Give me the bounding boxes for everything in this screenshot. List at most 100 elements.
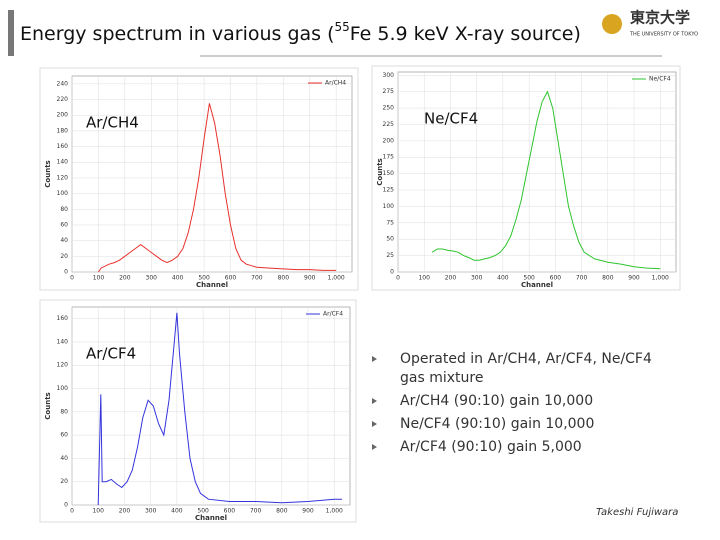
x-tick-label: 400: [171, 508, 183, 515]
plot-area: [71, 75, 353, 273]
x-tick-label: 100: [92, 508, 104, 515]
y-tick-label: 160: [57, 315, 69, 322]
logo-name: 東京大学: [630, 9, 690, 27]
y-tick-label: 180: [57, 127, 69, 134]
y-tick-label: 200: [383, 137, 395, 144]
x-tick-label: 400: [172, 275, 184, 282]
x-tick-label: 500: [197, 508, 209, 515]
title-part: Energy spectrum in various gas (: [20, 23, 335, 45]
y-tick-label: 220: [57, 96, 69, 103]
x-tick-label: 100: [93, 275, 105, 282]
y-tick-label: 150: [383, 170, 395, 177]
x-tick-label: 600: [225, 275, 237, 282]
y-tick-label: 0: [64, 269, 68, 276]
legend-label: Ar/CF4: [323, 311, 343, 318]
x-tick-label: 700: [250, 508, 262, 515]
y-tick-label: 0: [64, 502, 68, 509]
x-axis-label: Channel: [195, 514, 227, 522]
chart-annotation: Ar/CF4: [86, 345, 136, 363]
x-tick-label: 700: [576, 275, 588, 282]
y-tick-label: 140: [57, 338, 69, 345]
bullet-list: Operated in Ar/CH4, Ar/CF4, Ne/CF4 gas m…: [372, 350, 662, 461]
y-tick-label: 20: [60, 253, 68, 260]
x-tick-label: 200: [445, 275, 457, 282]
x-tick-label: 600: [224, 508, 236, 515]
chart-annotation: Ne/CF4: [424, 110, 478, 128]
x-tick-label: 0: [70, 508, 74, 515]
x-tick-label: 100: [418, 275, 430, 282]
x-tick-label: 300: [146, 275, 158, 282]
x-tick-label: 200: [119, 275, 131, 282]
y-tick-label: 100: [383, 203, 395, 210]
bullet: Ne/CF4 (90:10) gain 10,000: [372, 415, 662, 434]
logo-sub: THE UNIVERSITY OF TOKYO: [629, 32, 698, 38]
x-tick-label: 1,000: [652, 275, 669, 282]
y-tick-label: 240: [57, 80, 69, 87]
title-sup: 55: [335, 20, 350, 34]
y-tick-label: 50: [386, 236, 394, 243]
x-tick-label: 200: [119, 508, 131, 515]
y-tick-label: 40: [60, 237, 68, 244]
y-axis-label: Counts: [44, 160, 52, 187]
bullet: Ar/CF4 (90:10) gain 5,000: [372, 438, 662, 457]
logo-icon: [602, 14, 622, 34]
y-tick-label: 100: [57, 190, 69, 197]
plot-area: [71, 306, 351, 506]
bullet: Operated in Ar/CH4, Ar/CF4, Ne/CF4 gas m…: [372, 350, 662, 388]
y-tick-label: 120: [57, 174, 69, 181]
series-line: [97, 312, 343, 506]
x-tick-label: 0: [396, 275, 400, 282]
y-tick-label: 250: [383, 105, 395, 112]
x-tick-label: 900: [302, 508, 314, 515]
x-tick-label: 300: [145, 508, 157, 515]
y-tick-label: 160: [57, 143, 69, 150]
legend-label: Ar/CH4: [325, 80, 346, 87]
y-axis-label: Counts: [44, 392, 52, 419]
y-tick-label: 80: [60, 206, 68, 213]
x-tick-label: 800: [276, 508, 288, 515]
series-line: [431, 90, 661, 270]
bullet: Ar/CH4 (90:10) gain 10,000: [372, 392, 662, 411]
x-tick-label: 800: [602, 275, 614, 282]
series-line: [97, 103, 337, 273]
x-tick-label: 0: [70, 275, 74, 282]
y-tick-label: 60: [60, 432, 68, 439]
y-tick-label: 275: [383, 88, 395, 95]
author: Takeshi Fujiwara: [596, 507, 679, 518]
plot-area: [397, 71, 677, 273]
x-tick-label: 900: [628, 275, 640, 282]
x-tick-label: 1,000: [326, 508, 343, 515]
x-tick-label: 400: [497, 275, 509, 282]
x-tick-label: 900: [304, 275, 316, 282]
y-tick-label: 175: [383, 154, 395, 161]
y-tick-label: 80: [60, 408, 68, 415]
y-tick-label: 40: [60, 455, 68, 462]
x-tick-label: 700: [251, 275, 263, 282]
x-axis-label: Channel: [521, 281, 553, 289]
accent-bar: [8, 10, 14, 56]
y-tick-label: 300: [383, 72, 395, 79]
legend-label: Ne/CF4: [649, 76, 671, 83]
y-tick-label: 100: [57, 385, 69, 392]
y-tick-label: 0: [390, 269, 394, 276]
chart-annotation: Ar/CH4: [86, 114, 139, 132]
y-tick-label: 20: [60, 478, 68, 485]
x-tick-label: 500: [523, 275, 535, 282]
x-tick-label: 500: [198, 275, 210, 282]
y-axis-label: Counts: [376, 158, 384, 185]
y-tick-label: 125: [383, 187, 395, 194]
x-tick-label: 800: [278, 275, 290, 282]
x-axis-label: Channel: [196, 281, 228, 289]
y-tick-label: 140: [57, 159, 69, 166]
slide-title: Energy spectrum in various gas (55Fe 5.9…: [20, 20, 581, 45]
x-tick-label: 300: [471, 275, 483, 282]
y-tick-label: 120: [57, 362, 69, 369]
y-tick-label: 200: [57, 112, 69, 119]
x-tick-label: 600: [550, 275, 562, 282]
y-tick-label: 60: [60, 221, 68, 228]
title-part: Fe 5.9 keV X-ray source): [350, 23, 581, 45]
y-tick-label: 225: [383, 121, 395, 128]
y-tick-label: 75: [386, 219, 394, 226]
